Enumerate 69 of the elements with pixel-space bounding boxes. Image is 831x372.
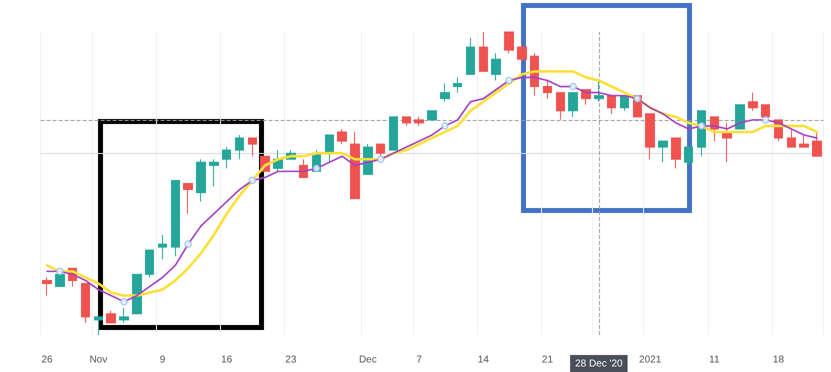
candlestick — [453, 76, 462, 94]
candlestick — [235, 134, 244, 160]
x-tick-label: Nov — [89, 354, 108, 366]
candlestick — [106, 310, 116, 324]
candlestick — [158, 234, 167, 260]
x-tick-label: 28 Dec '20 — [575, 358, 624, 370]
candlestick — [491, 52, 501, 81]
point — [184, 240, 192, 248]
candlestick — [145, 250, 154, 278]
candlestick — [543, 80, 552, 100]
candlestick — [171, 180, 180, 257]
point — [441, 122, 449, 130]
candlestick — [607, 95, 616, 114]
x-tick-label: 26 — [41, 354, 54, 366]
point — [505, 76, 513, 84]
candlestick — [787, 128, 796, 148]
candlestick — [440, 83, 450, 102]
candlestick — [42, 276, 52, 296]
candlestick — [517, 44, 527, 63]
candlestick — [132, 274, 142, 314]
x-tick-label: 2021 — [639, 354, 662, 366]
candlestick — [748, 92, 758, 112]
candlestick — [568, 92, 578, 118]
x-tick-label: 9 — [160, 354, 166, 366]
x-tick-label: 16 — [221, 354, 233, 366]
point — [248, 176, 256, 184]
candlestick — [799, 134, 809, 148]
candlestick — [209, 158, 219, 188]
candlestick — [248, 138, 257, 157]
candlestick — [427, 110, 437, 120]
point — [698, 122, 706, 130]
candlestick — [594, 80, 604, 102]
candlestick — [183, 183, 193, 214]
candlestick — [479, 32, 488, 72]
candlestick — [196, 158, 206, 202]
candlestick — [671, 138, 681, 169]
candlestick — [684, 146, 693, 166]
candlestick — [556, 92, 565, 120]
candlestick — [94, 316, 103, 336]
candlestick — [337, 128, 347, 145]
candlestick — [325, 134, 334, 163]
point — [569, 82, 577, 90]
candlestick — [812, 131, 822, 157]
point — [634, 94, 642, 102]
candlestick — [81, 282, 90, 324]
x-tick-label: 7 — [416, 354, 422, 366]
x-tick-label: 11 — [709, 354, 720, 366]
candlestick — [389, 116, 398, 151]
candlestick — [402, 116, 411, 126]
candlestick — [504, 32, 514, 54]
candlestick — [119, 307, 129, 324]
candlestick — [735, 104, 745, 130]
x-tick-label: 18 — [772, 354, 784, 366]
x-tick-label: 21 — [542, 354, 554, 366]
candlestick — [350, 131, 360, 200]
candlestick — [414, 116, 424, 126]
x-tick-label: 23 — [285, 354, 297, 366]
point — [120, 298, 128, 306]
x-tick-label: Dec — [358, 354, 377, 366]
candlestick — [658, 140, 668, 163]
candlestick — [222, 146, 231, 169]
point — [56, 268, 64, 276]
candlestick — [466, 38, 475, 75]
candlestick — [620, 95, 629, 112]
x-tick-label: 14 — [478, 354, 490, 366]
candlestick — [645, 113, 655, 160]
point — [762, 116, 770, 124]
point — [312, 164, 320, 172]
point — [376, 156, 384, 164]
